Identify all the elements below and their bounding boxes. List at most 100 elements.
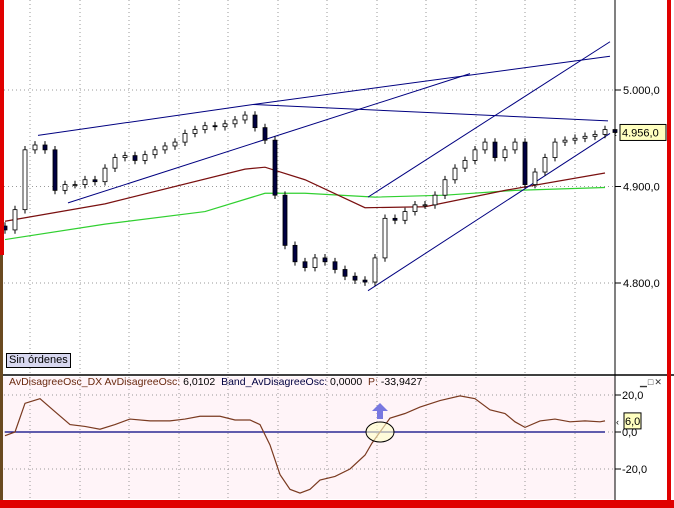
candle-body [12,209,18,231]
orders-status[interactable]: Sin órdenes [6,353,71,368]
osc-last-value: 6,0 [625,416,640,428]
candle-body [352,275,358,281]
panel-window-buttons[interactable]: ▁□✕ [640,377,663,387]
candle-body [92,179,98,183]
candle-body [382,217,388,259]
candle-body [362,279,368,283]
candle-body [492,141,498,158]
candle-body [262,127,268,141]
osc-y-tick-label: 0,0 [622,427,637,439]
oscillator-line [4,395,606,494]
trendline [67,73,471,204]
frame-left-red [0,0,4,255]
candle-body [422,204,428,207]
moving-average-red [4,166,606,222]
band-value: 0,0000 [330,376,363,388]
up-arrow-icon [372,403,388,419]
oscillator-legend: AvDisagreeOsc_DX AvDisagreeOsc: 6,0102 B… [9,376,422,388]
y-tick-label: 4.900,0 [623,182,660,194]
osc-last-value-box [623,412,642,430]
signal-ellipse [365,421,395,443]
candle-body [502,149,508,158]
candle-body [342,269,348,277]
trendline [367,41,611,198]
frame-bottom [0,500,674,508]
candle-body [322,257,328,263]
candle-body [252,114,258,129]
candle-body [462,160,468,169]
osc-panel-bg [0,377,615,499]
candle-body [222,123,228,128]
candle-body [582,135,588,139]
candle-body [412,204,418,212]
candle-body [372,257,378,283]
candle-body [302,261,308,268]
candle-body [42,144,48,151]
candle-body [542,157,548,173]
candle-body [292,244,298,263]
candle-body [522,141,528,185]
candle-body [392,217,398,221]
price-panel: 5.000,04.900,04.800,0‹4.956,0 [2,41,667,292]
candle-body [202,125,208,130]
candle-body [122,155,128,158]
candle-body [242,114,248,121]
band-label: Band_AvDisagreeOsc: [221,376,328,388]
candle-body [402,211,408,221]
candle-body [282,194,288,246]
osc-y-tick-label: 20,0 [622,390,643,402]
candle-body [112,157,118,169]
candle-body [602,129,608,135]
p-label: P: [368,376,378,388]
trendline [37,103,254,136]
osc-y-tick-label: -20,0 [622,464,647,476]
candle-body [132,155,138,161]
candle-body [552,141,558,158]
candle-body [192,129,198,134]
trendline [252,55,611,105]
candle-body [172,141,178,147]
candle-body [232,119,238,125]
candle-body [472,149,478,161]
y-tick-label: 4.800,0 [623,278,660,290]
candle-body [32,144,38,151]
candle-body [142,154,148,161]
candle-body [452,167,458,181]
y-tick-label: 5.000,0 [623,85,660,97]
candle-body [62,184,68,191]
candle-body [272,139,278,196]
frame-left-brown [0,255,3,508]
candle-body [432,194,438,206]
trendline [367,133,611,292]
candle-body [332,261,338,270]
frame-right [667,0,671,508]
candle-body [592,133,598,137]
trendline [252,103,609,122]
osc-last-arrow: ‹ [616,417,619,427]
osc-value: 6,0102 [183,376,216,388]
candle-body [442,179,448,196]
candle-body [482,141,488,151]
candle-body [512,141,518,151]
candle-body [72,184,78,186]
candle-body [22,149,28,211]
last-price-box [619,123,667,141]
candle-body [102,167,108,183]
candle-body [562,139,568,143]
candle-body [162,145,168,151]
p-value: -33,9427 [380,376,423,388]
moving-average-green [4,186,606,241]
candle-body [572,137,578,141]
candle-body [532,171,538,185]
candle-body [312,257,318,268]
osc-indicator-name: AvDisagreeOsc_DX [9,376,103,388]
last-price-label: 4.956,0 [622,127,659,139]
candle-body [152,149,158,156]
candle-body [182,133,188,143]
candle-body [212,125,218,128]
osc-label: AvDisagreeOsc: [104,376,181,388]
candle-body [52,149,58,191]
candle-body [82,179,88,185]
